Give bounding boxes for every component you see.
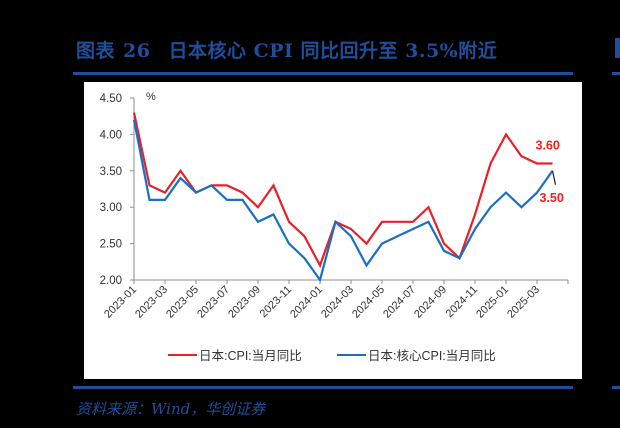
next-figure-edge — [615, 38, 620, 58]
y-tick-label: 2.00 — [100, 275, 122, 287]
x-tick-label: 2024-05 — [350, 284, 387, 321]
x-tick-label: 2024-11 — [444, 284, 480, 320]
y-tick-label: 3.00 — [100, 202, 122, 214]
x-tick-label: 2024-03 — [319, 284, 356, 321]
cpi-end-label: 3.60 — [536, 139, 560, 153]
source-note: 资料来源：Wind，华创证券 — [76, 400, 266, 418]
legend-label-cpi: 日本:CPI:当月同比 — [199, 349, 302, 363]
figure-title: 图表 26 日本核心 CPI 同比回升至 3.5%附近 — [76, 36, 497, 63]
line-chart: 2.002.503.003.504.004.50 %2023-012023-032… — [100, 91, 569, 363]
chart-panel: 2.00 2.50 3.00 3.50 4.00 4.50% 2023-01 2023-03 2… — [84, 82, 582, 379]
x-tick-label: 2024-07 — [381, 284, 418, 321]
cpi-line — [132, 112, 553, 269]
x-tick-label: 2024-09 — [412, 284, 449, 321]
x-tick-label: 2023-07 — [195, 284, 232, 321]
x-tick-label: 2023-05 — [164, 284, 201, 321]
core-cpi-line — [132, 119, 554, 283]
y-tick-label: 4.00 — [100, 129, 122, 141]
x-tick-label: 2023-11 — [258, 284, 294, 320]
figure-number: 26 — [123, 40, 151, 62]
x-tick-label: 2023-03 — [133, 284, 170, 321]
y-tick-label: 4.50 — [100, 93, 122, 105]
side-title-rule — [612, 72, 620, 75]
footer-rule — [73, 386, 573, 389]
y-unit-label: % — [146, 91, 156, 103]
figure-title-text: 日本核心 CPI 同比回升至 3.5%附近 — [168, 40, 498, 62]
x-tick-label: 2023-09 — [226, 284, 263, 321]
x-tick-label: 2023-01 — [102, 284, 139, 321]
y-tick-label: 3.50 — [100, 166, 122, 178]
title-rule — [73, 72, 573, 75]
side-footer-rule — [612, 386, 620, 389]
x-tick-label: 2025-03 — [505, 284, 542, 321]
annotation-leader — [551, 170, 557, 185]
figure-label: 图表 — [76, 40, 116, 62]
core-cpi-end-label: 3.50 — [540, 191, 564, 205]
legend-label-core-cpi: 日本:核心CPI:当月同比 — [368, 349, 496, 363]
y-tick-label: 2.50 — [100, 239, 122, 251]
x-tick-label: 2024-01 — [288, 284, 325, 321]
x-tick-label: 2025-01 — [474, 284, 511, 321]
